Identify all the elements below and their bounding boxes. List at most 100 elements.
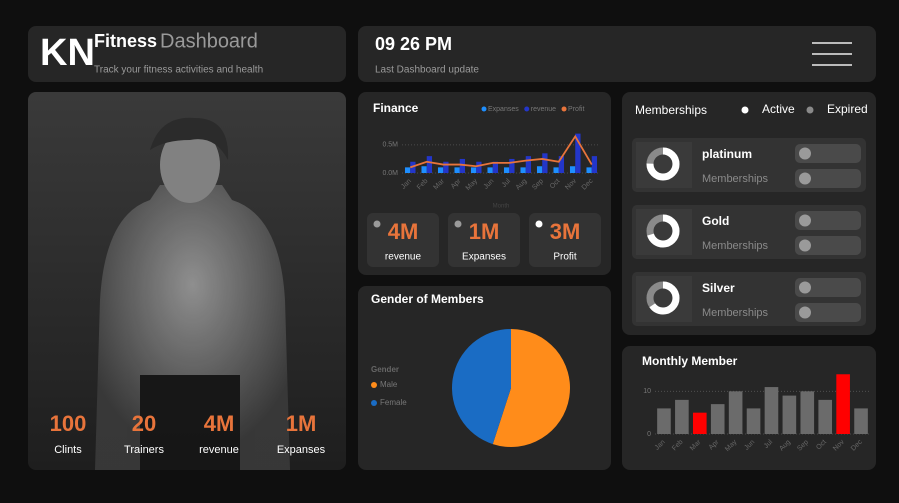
bar (569, 166, 576, 173)
toggle[interactable] (795, 144, 861, 163)
bar (476, 161, 482, 173)
bar (426, 156, 433, 173)
hero-figure (95, 117, 290, 470)
time-card (358, 26, 876, 82)
legend-dot (561, 106, 567, 112)
bar (728, 391, 743, 434)
stat-value: 20 (132, 411, 156, 436)
chart-title: Gender of Members (371, 292, 484, 306)
x-tick-label: Jul (501, 177, 513, 189)
legend-dot (371, 382, 377, 388)
kpi-value: 1M (469, 219, 500, 244)
bar (437, 167, 444, 173)
kpi-dot (373, 220, 381, 228)
toggle-knob (799, 147, 811, 160)
toggle[interactable] (795, 169, 861, 188)
toggle[interactable] (795, 303, 861, 322)
monthly-card (622, 346, 876, 470)
chart-title: Monthly Member (642, 354, 738, 368)
bar (586, 167, 592, 173)
donut-active (646, 214, 680, 248)
donut-active (646, 281, 680, 315)
time: 09 26 PM (375, 34, 452, 54)
bar (675, 399, 689, 434)
membership-title: Memberships (635, 103, 707, 117)
bar (764, 387, 779, 434)
y-tick-label: 0.0M (382, 170, 398, 177)
legend-label: Expanses (488, 106, 519, 113)
menu-button[interactable] (812, 42, 852, 66)
toggle[interactable] (795, 278, 861, 297)
bar (854, 408, 868, 434)
y-tick-label: 10 (643, 388, 651, 395)
toggle[interactable] (795, 211, 861, 230)
bar (459, 158, 466, 173)
app-title: Fitness (94, 31, 157, 51)
toggle[interactable] (795, 236, 861, 255)
x-tick-label: Jul (763, 438, 775, 450)
membership-name: platinum (702, 147, 752, 161)
donut-active (646, 147, 680, 181)
legend-label: Expired (827, 102, 868, 116)
stat-value: 4M (204, 411, 235, 436)
kpi-tile (529, 213, 601, 267)
legend-dot (524, 106, 530, 112)
membership-name: Gold (702, 214, 729, 228)
legend-dot (371, 400, 377, 406)
legend-dot (741, 106, 749, 114)
bar (525, 156, 532, 173)
stat-value: 1M (286, 411, 317, 436)
kpi-label: Profit (553, 252, 577, 263)
bar (487, 167, 493, 173)
kpi-value: 4M (388, 219, 419, 244)
legend-label: Active (762, 102, 795, 116)
header-card (28, 26, 346, 82)
app-title-suffix: Dashboard (160, 30, 258, 52)
bar (520, 167, 526, 173)
bar (836, 374, 850, 434)
chart-title: Finance (373, 101, 419, 115)
y-tick-label: 0.5M (382, 142, 398, 149)
membership-label: Memberships (702, 173, 769, 185)
time-label: Last Dashboard update (375, 65, 479, 76)
bar (710, 404, 725, 434)
bar (421, 166, 427, 173)
bar (454, 167, 460, 173)
bar (404, 167, 411, 173)
kpi-value: 3M (550, 219, 581, 244)
stat-label: Expanses (277, 444, 326, 456)
legend-label: Profit (568, 106, 584, 113)
stat-label: revenue (199, 444, 239, 456)
bar (657, 408, 671, 434)
bar (536, 166, 543, 173)
pie-slice (452, 329, 511, 445)
pie-slice (492, 329, 570, 448)
logo: KN (40, 32, 95, 74)
legend-label: Female (380, 398, 407, 407)
bar (575, 133, 581, 173)
bar (503, 167, 510, 173)
toggle-knob (799, 306, 811, 319)
stat-label: Clints (54, 444, 82, 456)
y-tick-label: 0 (647, 431, 651, 438)
bar (553, 167, 559, 173)
kpi-dot (535, 220, 543, 228)
app-subtitle: Track your fitness activities and health (94, 65, 263, 76)
stat-value: 100 (50, 411, 87, 436)
stat-label: Trainers (124, 444, 164, 456)
legend-label: revenue (531, 106, 556, 113)
x-axis-label: Month (493, 204, 510, 210)
kpi-tile (448, 213, 520, 267)
kpi-label: Expanses (462, 252, 506, 263)
bar (782, 395, 797, 434)
line (409, 134, 593, 169)
bar (492, 161, 499, 173)
bar (542, 153, 548, 173)
legend-label: Male (380, 380, 398, 389)
toggle-knob (799, 281, 811, 294)
kpi-tile (367, 213, 439, 267)
kpi-dot (454, 220, 462, 228)
bar (746, 408, 761, 434)
